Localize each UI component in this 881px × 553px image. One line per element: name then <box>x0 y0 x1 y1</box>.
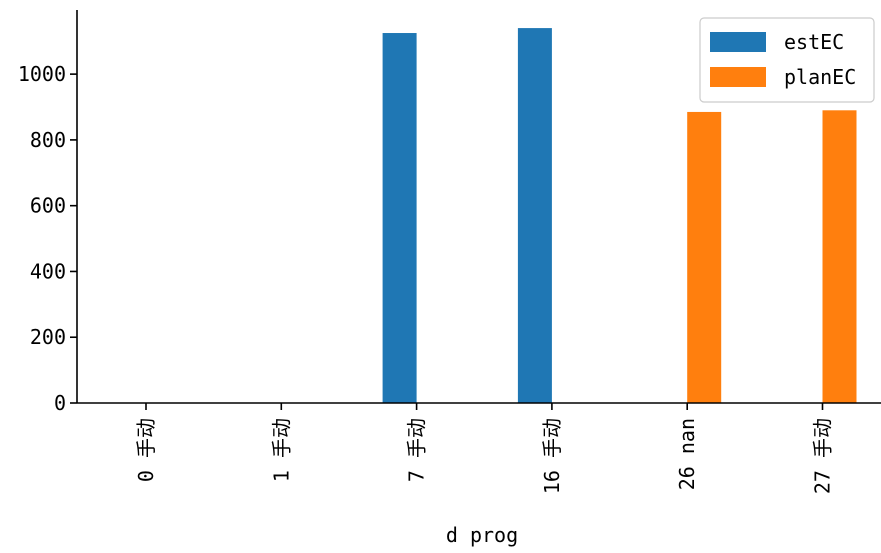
bars-layer <box>382 28 857 404</box>
y-tick-label: 400 <box>30 259 66 283</box>
legend-label-estEC: estEC <box>784 30 844 54</box>
x-tick-label: 26 nan <box>675 418 699 490</box>
bar-planEC-5 <box>822 110 857 403</box>
y-tick-label: 200 <box>30 325 66 349</box>
bar-estEC-2 <box>382 33 417 403</box>
legend-swatch-planEC <box>710 67 766 87</box>
legend-swatch-estEC <box>710 32 766 52</box>
x-ticks: 0 手动 1 手动 7 手动 16 手动 26 nan 27 手动 <box>134 403 835 494</box>
y-tick-label: 0 <box>54 391 66 415</box>
x-tick-label: 1 手动 <box>269 418 293 482</box>
y-ticks: 0 200 400 600 800 1000 <box>18 62 77 415</box>
y-tick-label: 600 <box>30 194 66 218</box>
x-tick-label: 0 手动 <box>134 418 158 482</box>
bar-planEC-4 <box>687 111 722 403</box>
y-tick-label: 800 <box>30 128 66 152</box>
x-axis-label: d prog <box>446 523 518 547</box>
bar-estEC-3 <box>517 28 552 404</box>
x-tick-label: 16 手动 <box>540 418 564 494</box>
legend-label-planEC: planEC <box>784 65 856 89</box>
y-tick-label: 1000 <box>18 62 66 86</box>
x-tick-label: 7 手动 <box>405 418 429 482</box>
legend: estEC planEC <box>699 17 875 103</box>
x-tick-label: 27 手动 <box>811 418 835 494</box>
